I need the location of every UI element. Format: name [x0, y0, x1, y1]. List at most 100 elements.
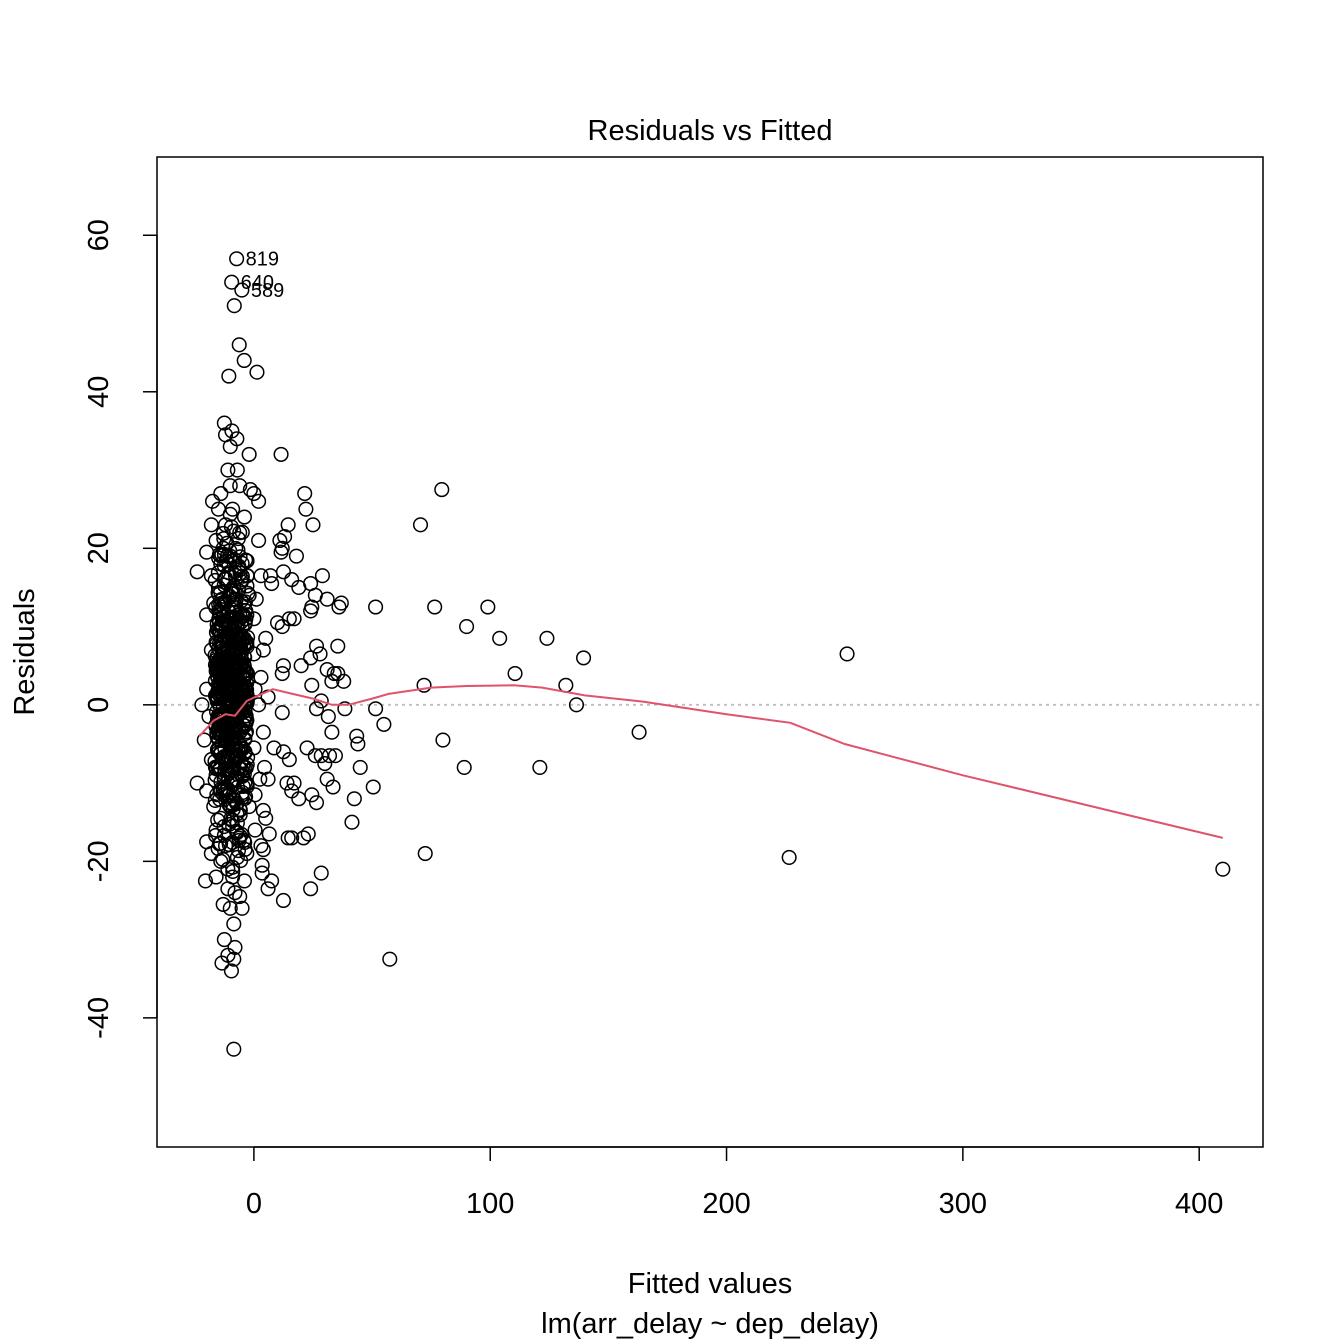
- data-point: [295, 830, 312, 846]
- y-axis: -40 -20 0 20 40 60: [83, 219, 158, 1039]
- data-point: [208, 822, 224, 838]
- data-point: [216, 932, 232, 948]
- data-point: [231, 760, 247, 776]
- data-point: [232, 889, 248, 905]
- data-point: [239, 578, 255, 594]
- data-point: [255, 642, 271, 658]
- data-point: [223, 678, 239, 694]
- data-point: [218, 724, 234, 740]
- data-point: [456, 759, 472, 775]
- data-point: [314, 568, 330, 584]
- data-point: [204, 493, 221, 509]
- data-point: [254, 857, 270, 873]
- x-tick-label: 400: [1175, 1188, 1223, 1220]
- x-tick-label: 100: [466, 1188, 514, 1220]
- data-point: [224, 655, 240, 671]
- data-point: [223, 963, 239, 979]
- data-point: [300, 826, 316, 842]
- data-point: [303, 650, 319, 666]
- data-point: [233, 852, 249, 869]
- data-point: [260, 881, 276, 897]
- data-point: [226, 1041, 242, 1057]
- data-point: [234, 282, 250, 298]
- data-point: [238, 603, 254, 619]
- data-point: [273, 446, 289, 462]
- data-point: [212, 759, 229, 775]
- data-point: [275, 892, 291, 909]
- data-point: [224, 834, 240, 850]
- data-point: [220, 462, 236, 478]
- data-point: [412, 517, 429, 533]
- data-point: [251, 532, 267, 549]
- data-point: [215, 680, 231, 696]
- data-point: [234, 568, 250, 584]
- data-point: [507, 665, 523, 682]
- data-point: [254, 865, 270, 881]
- data-point: [220, 676, 236, 692]
- data-point: [331, 599, 347, 615]
- chart-title: Residuals vs Fitted: [588, 115, 833, 147]
- data-point: [236, 873, 252, 889]
- data-point: [214, 955, 230, 971]
- data-point: [839, 646, 855, 662]
- data-point: [189, 564, 205, 580]
- point-label: 819: [246, 249, 279, 271]
- data-point: [312, 646, 328, 662]
- data-point: [251, 493, 267, 509]
- data-point: [236, 596, 252, 612]
- data-point: [222, 506, 238, 522]
- data-point: [350, 736, 366, 752]
- data-point: [269, 615, 286, 631]
- data-point: [346, 791, 362, 807]
- data-point: [213, 548, 229, 564]
- data-point: [207, 657, 224, 673]
- data-point: [275, 564, 291, 580]
- data-point: [1215, 861, 1231, 877]
- data-point: [319, 771, 335, 787]
- x-tick-label: 300: [939, 1188, 987, 1220]
- data-point: [313, 693, 329, 709]
- data-point: [226, 916, 242, 932]
- data-point: [203, 568, 219, 584]
- data-point: [213, 628, 229, 644]
- data-point: [336, 673, 352, 689]
- data-point: [213, 835, 229, 851]
- data-point: [258, 630, 274, 646]
- data-point: [258, 810, 274, 826]
- y-tick-label: 0: [83, 697, 115, 713]
- data-point: [280, 830, 296, 846]
- data-point: [427, 599, 443, 615]
- data-point: [320, 709, 336, 725]
- data-point: [308, 701, 325, 717]
- data-point: [337, 701, 353, 717]
- data-point: [435, 732, 451, 748]
- data-point: [236, 352, 252, 369]
- data-point: [215, 896, 231, 912]
- data-point: [376, 716, 392, 732]
- data-point: [220, 565, 237, 581]
- data-point: [286, 775, 302, 791]
- data-point: [208, 869, 224, 885]
- data-point: [219, 535, 235, 551]
- data-point: [224, 274, 240, 290]
- point-label: 640: [241, 272, 274, 294]
- data-point: [236, 766, 252, 782]
- data-point: [237, 775, 253, 791]
- data-point: [281, 752, 297, 768]
- y-tick-label: -40: [83, 997, 115, 1039]
- smooth-line: [198, 684, 1224, 839]
- data-point: [237, 834, 253, 851]
- data-point: [211, 621, 227, 637]
- data-point: [288, 548, 304, 564]
- data-point: [304, 787, 320, 803]
- data-point: [247, 822, 263, 838]
- data-point: [232, 635, 248, 651]
- data-point: [240, 585, 256, 601]
- data-point: [305, 517, 321, 533]
- data-point: [232, 640, 248, 656]
- data-point: [236, 509, 252, 525]
- data-point: [236, 630, 252, 647]
- data-point: [368, 701, 384, 717]
- data-point: [232, 687, 248, 703]
